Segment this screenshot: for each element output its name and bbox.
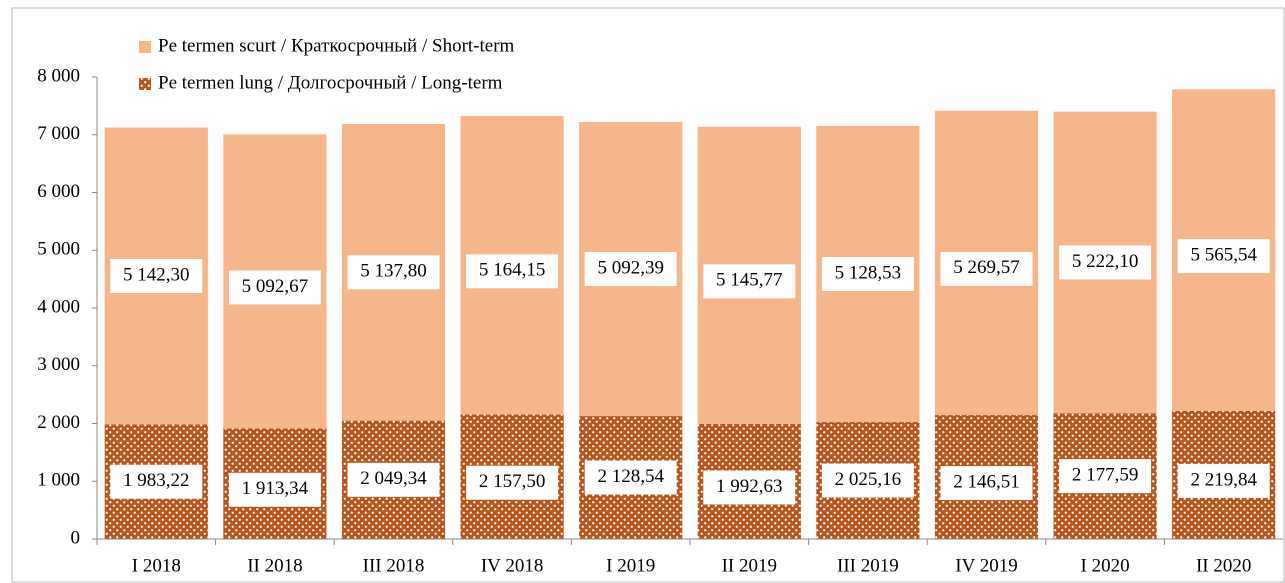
label-box <box>466 254 559 289</box>
y-tick-label: 2 000 <box>37 412 80 433</box>
x-tick-label: III 2019 <box>837 555 899 576</box>
x-tick-label: I 2019 <box>606 555 655 576</box>
label-box <box>228 472 321 507</box>
label-box <box>703 264 796 299</box>
data-label: 2 146,51 <box>953 471 1020 492</box>
x-tick-label: II 2020 <box>1196 555 1251 576</box>
data-label: 5 092,67 <box>242 276 309 297</box>
label-box <box>1177 463 1270 498</box>
label-box <box>821 463 914 498</box>
label-box <box>110 464 203 499</box>
label-box <box>703 470 796 505</box>
label-box <box>1059 459 1152 494</box>
data-label: 5 145,77 <box>716 270 783 291</box>
data-label: 5 128,53 <box>835 262 902 283</box>
label-box <box>940 251 1033 286</box>
y-tick-label: 0 <box>71 527 81 548</box>
y-tick-label: 3 000 <box>37 354 80 375</box>
label-box <box>584 252 677 287</box>
data-label: 2 128,54 <box>597 466 664 487</box>
label-box <box>821 256 914 291</box>
y-tick-label: 1 000 <box>37 470 80 491</box>
y-tick-label: 4 000 <box>37 296 80 317</box>
legend-swatch <box>139 41 151 53</box>
data-label: 5 565,54 <box>1190 244 1257 265</box>
data-label: 5 137,80 <box>360 261 427 282</box>
data-label: 2 157,50 <box>479 471 546 492</box>
data-label: 1 913,34 <box>242 478 309 499</box>
x-tick-label: I 2020 <box>1081 555 1130 576</box>
label-box <box>110 258 203 293</box>
data-label: 2 025,16 <box>835 469 902 490</box>
y-tick-label: 5 000 <box>37 239 80 260</box>
label-box <box>347 462 440 497</box>
legend-swatch <box>139 78 151 90</box>
data-label: 1 992,63 <box>716 476 783 497</box>
data-label: 1 983,22 <box>123 470 190 491</box>
x-tick-label: IV 2018 <box>481 555 543 576</box>
data-label: 5 222,10 <box>1072 251 1139 272</box>
y-tick-label: 8 000 <box>37 65 80 86</box>
data-label: 5 164,15 <box>479 260 546 281</box>
x-tick-label: III 2018 <box>363 555 425 576</box>
data-label: 2 177,59 <box>1072 464 1139 485</box>
label-box <box>347 255 440 290</box>
label-box <box>466 465 559 500</box>
data-label: 5 142,30 <box>123 264 190 285</box>
data-label: 5 269,57 <box>953 257 1020 278</box>
data-label: 5 092,39 <box>597 257 664 278</box>
label-box <box>584 460 677 495</box>
label-box <box>228 270 321 305</box>
label-box <box>1177 239 1270 274</box>
x-tick-label: II 2019 <box>722 555 777 576</box>
y-tick-label: 6 000 <box>37 181 80 202</box>
label-box <box>1059 245 1152 280</box>
x-tick-label: I 2018 <box>132 555 181 576</box>
legend-label: Pe termen scurt / Краткосрочный / Short-… <box>158 35 515 56</box>
label-box <box>940 466 1033 501</box>
x-tick-label: IV 2019 <box>955 555 1017 576</box>
chart-frame <box>11 7 1285 583</box>
data-label: 2 219,84 <box>1190 469 1257 490</box>
legend-label: Pe termen lung / Долгосрочный / Long-ter… <box>158 72 503 93</box>
data-label: 2 049,34 <box>360 468 427 489</box>
y-tick-label: 7 000 <box>37 123 80 144</box>
x-tick-label: II 2018 <box>247 555 302 576</box>
